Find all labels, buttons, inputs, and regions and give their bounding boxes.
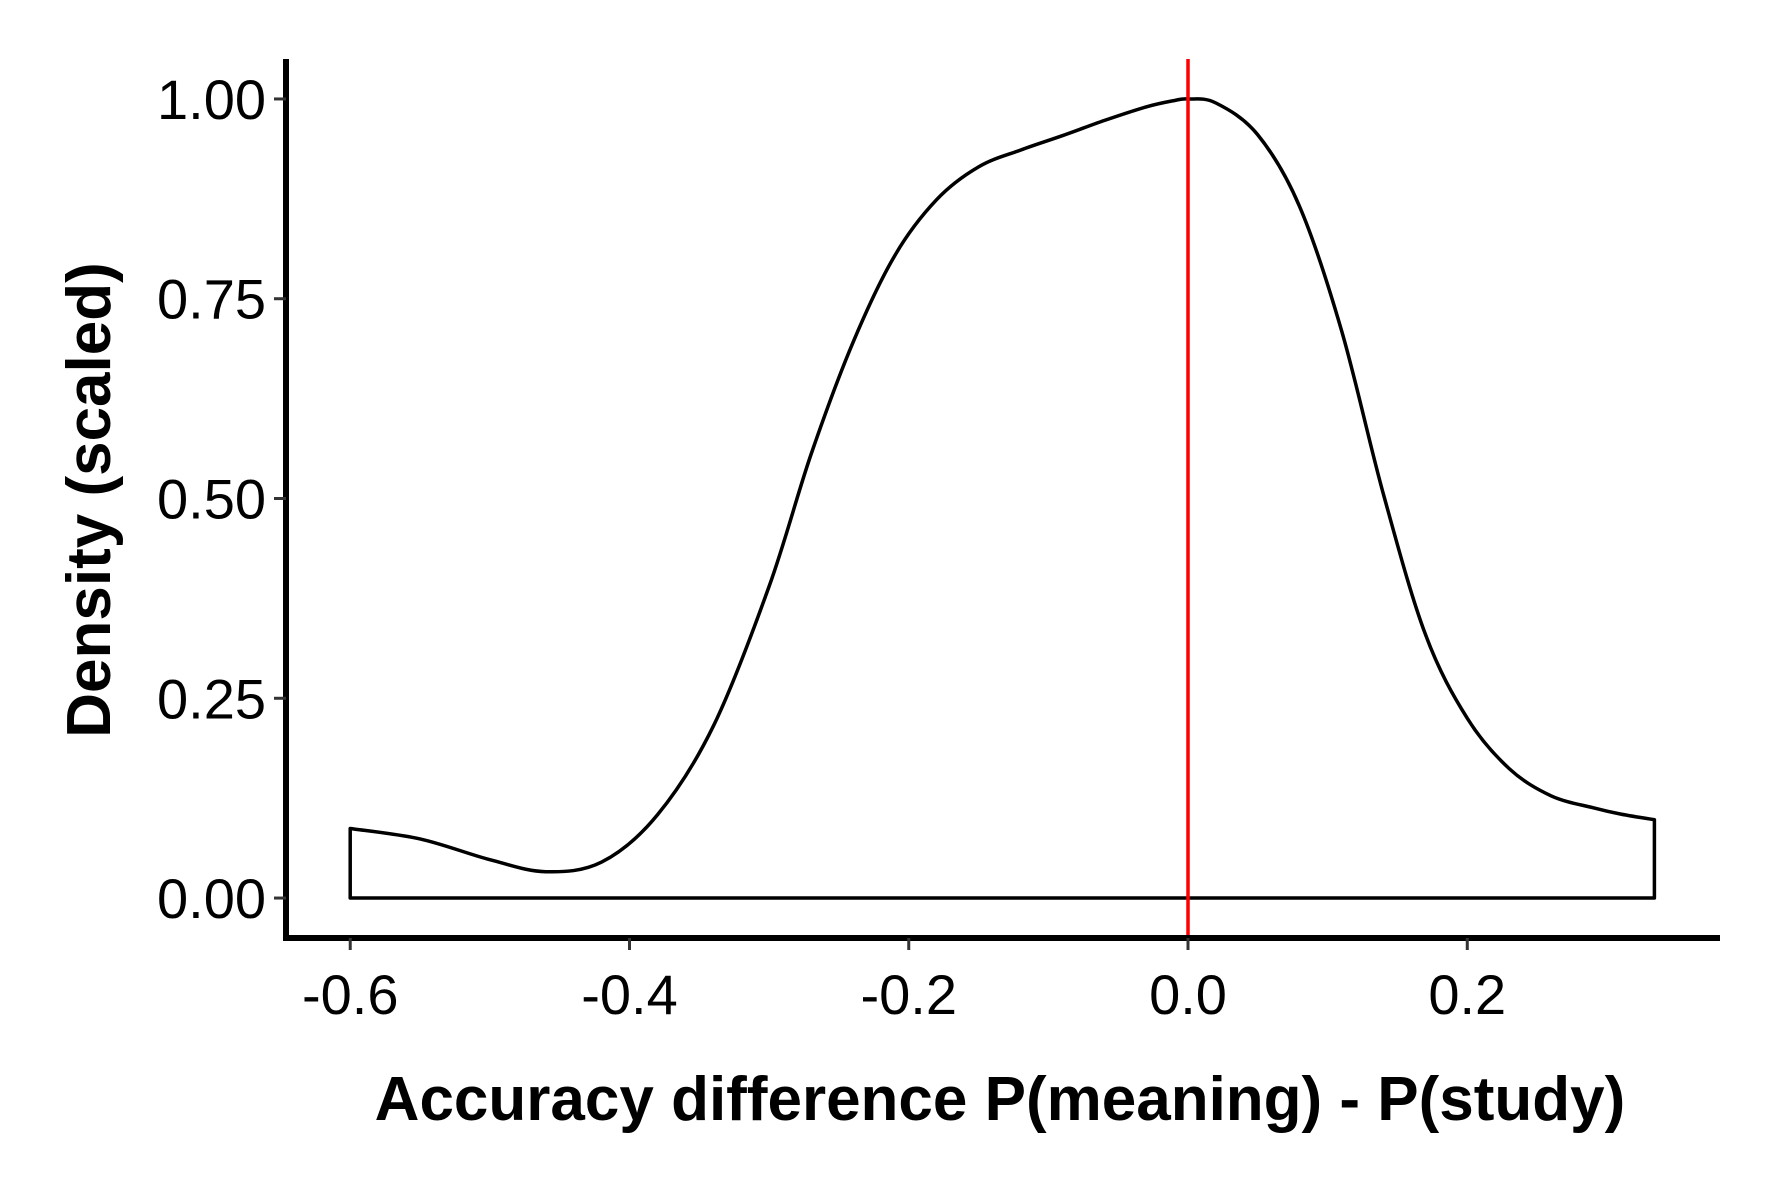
y-axis-title: Density (scaled) (55, 262, 124, 738)
x-tick-label-0: -0.6 (302, 963, 399, 1026)
x-tick-label-3: 0.0 (1149, 963, 1227, 1026)
y-tick-label-4: 1.00 (157, 68, 266, 131)
density-curve-0 (348, 97, 1657, 900)
plot-area (348, 59, 1657, 938)
axes: -0.6 -0.4 -0.2 0.0 0.2 0.00 0.25 0.50 0.75 1.00 (157, 59, 1720, 1026)
y-tick-label-3: 0.75 (157, 268, 266, 331)
y-tick-label-2: 0.50 (157, 468, 266, 531)
x-tick-label-2: -0.2 (860, 963, 957, 1026)
x-tick-label-1: -0.4 (581, 963, 678, 1026)
x-axis-title: Accuracy difference P(meaning) - P(study… (375, 1065, 1626, 1134)
x-tick-label-4: 0.2 (1428, 963, 1506, 1026)
y-tick-label-1: 0.25 (157, 667, 266, 730)
y-tick-label-0: 0.00 (157, 867, 266, 930)
